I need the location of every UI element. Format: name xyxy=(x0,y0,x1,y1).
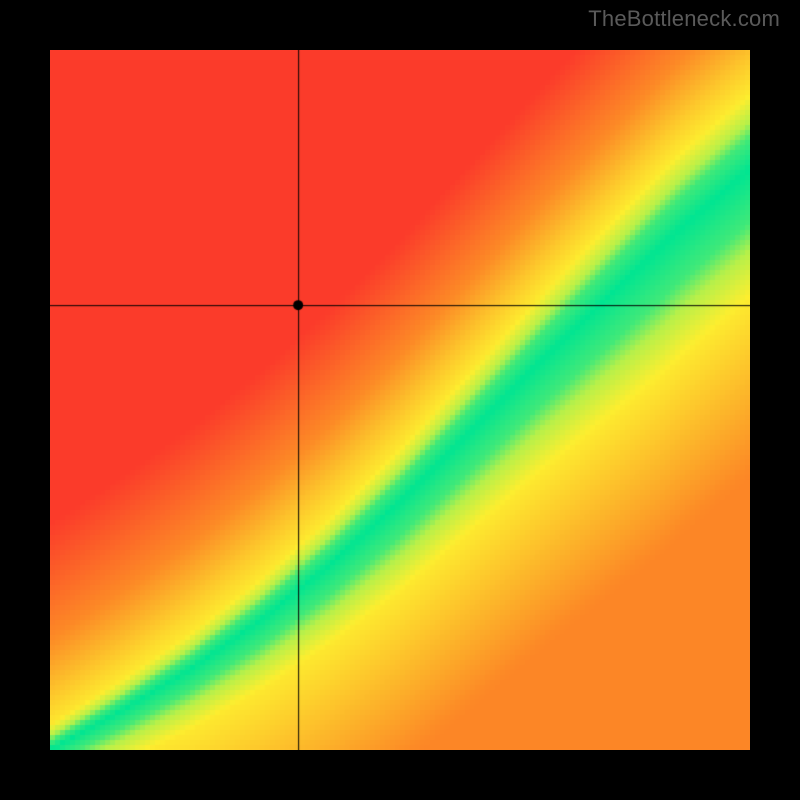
watermark-text: TheBottleneck.com xyxy=(588,6,780,32)
heatmap-plot xyxy=(50,50,750,750)
heatmap-canvas xyxy=(50,50,750,750)
chart-container: TheBottleneck.com xyxy=(0,0,800,800)
